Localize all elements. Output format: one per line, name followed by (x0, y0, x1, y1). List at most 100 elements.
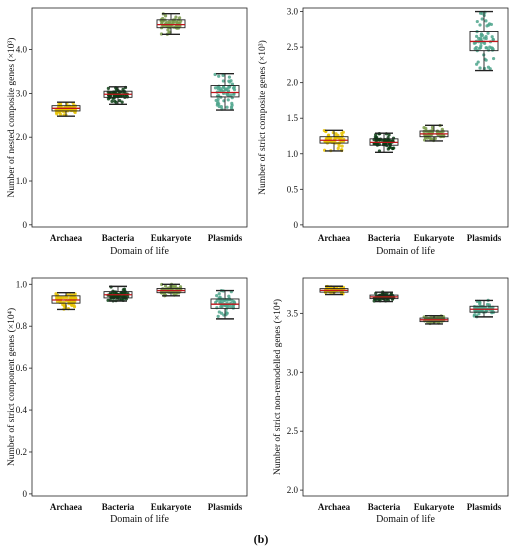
data-point (228, 84, 232, 88)
data-point (488, 67, 492, 71)
x-axis-label: Domain of life (110, 514, 169, 525)
data-point (167, 19, 172, 24)
data-point (480, 17, 484, 21)
data-point (68, 296, 73, 300)
data-point (478, 66, 482, 70)
x-tick-label: Bacteria (368, 233, 401, 243)
data-point (163, 284, 168, 288)
data-point (221, 73, 225, 77)
data-point (58, 296, 62, 300)
data-point (230, 101, 234, 105)
x-axis-label: Domain of life (376, 514, 435, 525)
data-point (430, 125, 435, 129)
data-point (162, 24, 166, 28)
x-axis-label: Domain of life (376, 246, 435, 257)
y-tick-label: 1.0 (16, 176, 28, 186)
x-tick-label: Eukaryote (151, 233, 192, 243)
data-point (485, 46, 489, 50)
data-point (386, 147, 390, 151)
data-point (216, 93, 221, 98)
data-point (330, 140, 334, 145)
data-point (488, 45, 492, 49)
y-tick-label: 0.4 (16, 405, 28, 415)
data-point (381, 142, 385, 147)
data-points-plasmids (472, 10, 496, 71)
data-point (480, 11, 484, 15)
data-point (175, 21, 179, 25)
data-point (217, 310, 221, 314)
data-point (473, 306, 477, 310)
data-point (229, 304, 233, 309)
data-point (216, 86, 220, 91)
data-point (219, 104, 223, 109)
data-point (228, 80, 232, 84)
y-tick-label: 4.0 (16, 45, 28, 55)
x-tick-label: Bacteria (102, 233, 135, 243)
data-point (476, 60, 480, 64)
data-point (387, 133, 391, 137)
data-point (475, 19, 479, 24)
data-point (227, 75, 232, 79)
y-tick-label: 2.5 (287, 42, 299, 52)
data-point (58, 112, 63, 116)
data-point (486, 48, 491, 52)
data-point (337, 144, 341, 148)
data-point (391, 136, 396, 140)
x-tick-label: Bacteria (102, 502, 135, 512)
data-point (163, 14, 168, 18)
y-tick-label: 2.0 (287, 485, 299, 495)
data-point (374, 133, 378, 137)
data-point (118, 98, 122, 103)
data-point (425, 136, 430, 140)
data-point (336, 146, 340, 151)
x-tick-label: Archaea (50, 233, 83, 243)
data-point (72, 303, 76, 308)
data-point (229, 93, 233, 97)
data-point (214, 300, 218, 305)
data-point (490, 35, 494, 39)
data-point (218, 86, 223, 91)
data-point (473, 47, 477, 51)
data-point (179, 19, 183, 23)
data-point (472, 313, 477, 317)
data-point (482, 36, 486, 40)
data-point (213, 72, 217, 77)
x-tick-label: Archaea (318, 233, 351, 243)
y-tick-label: 2.5 (287, 426, 299, 436)
data-point (491, 37, 495, 42)
y-axis-label: Number of nested composite genes (×10³) (6, 38, 17, 198)
y-tick-label: 1.0 (287, 149, 299, 159)
data-point (482, 66, 487, 71)
data-point (57, 102, 61, 106)
y-tick-label: 0 (294, 220, 299, 230)
data-point (60, 300, 64, 305)
data-point (424, 126, 428, 130)
y-tick-label: 3.5 (287, 308, 299, 318)
data-point (477, 36, 481, 41)
y-tick-label: 2.0 (287, 78, 299, 88)
data-point (120, 100, 124, 104)
data-point (215, 293, 219, 298)
data-point (231, 86, 236, 90)
data-point (329, 136, 333, 140)
data-point (487, 22, 492, 26)
data-point (232, 300, 236, 304)
data-point (227, 294, 231, 298)
data-point (340, 131, 344, 135)
data-point (160, 20, 164, 24)
data-point (387, 138, 391, 142)
data-point (478, 46, 483, 50)
data-point (166, 28, 170, 32)
data-point (491, 56, 496, 61)
y-axis-label: Number of strict component genes (×10⁴) (6, 308, 17, 466)
data-point (121, 87, 125, 92)
data-point (106, 86, 110, 90)
data-point (175, 26, 179, 30)
y-tick-label: 1.0 (16, 279, 28, 289)
x-tick-label: Plasmids (208, 233, 243, 243)
y-tick-label: 3.0 (287, 367, 299, 377)
data-point (226, 98, 230, 102)
data-point (440, 127, 444, 131)
y-tick-label: 0 (23, 489, 28, 499)
data-point (477, 312, 481, 316)
